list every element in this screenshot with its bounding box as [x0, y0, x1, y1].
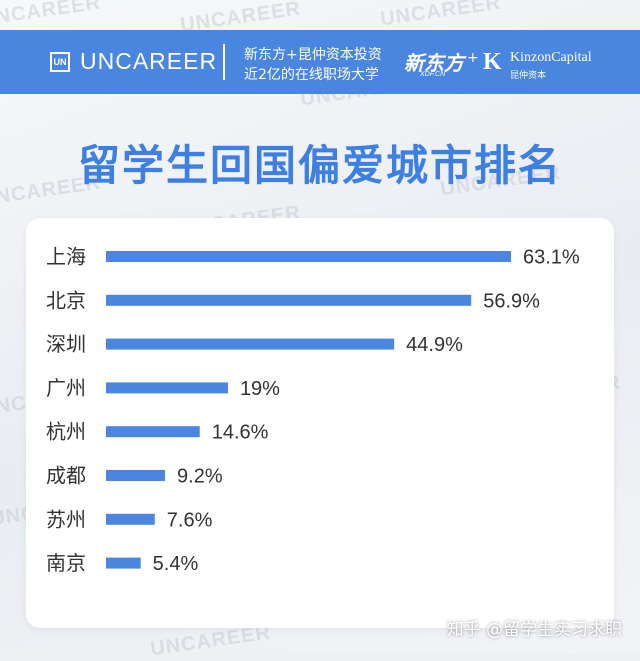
- category-label: 深圳: [46, 332, 86, 356]
- value-label: 63.1%: [523, 247, 580, 269]
- bar: [106, 338, 395, 350]
- bar: [106, 470, 166, 481]
- value-label: 56.9%: [483, 290, 540, 312]
- source-credit: 知乎 @留学生实习求职: [446, 620, 622, 640]
- bar: [106, 382, 228, 394]
- value-label: 9.2%: [177, 466, 223, 488]
- value-label: 44.9%: [406, 334, 463, 356]
- category-label: 成都: [46, 464, 86, 488]
- tagline-line2: 近2亿的在线职场大学: [244, 67, 379, 83]
- bar: [106, 426, 200, 438]
- category-label: 杭州: [46, 420, 86, 444]
- xdf-logo-sub: XDF.CN: [420, 71, 446, 78]
- tagline-line1: 新东方+昆仲资本投资: [244, 47, 382, 63]
- bar: [106, 294, 472, 306]
- value-label: 5.4%: [153, 553, 199, 575]
- plus-sign: +: [467, 50, 479, 66]
- header-divider: [223, 44, 225, 80]
- bar: [106, 251, 511, 262]
- bar: [106, 513, 155, 525]
- chart-card: 上海 63.1% 北京 56.9% 深圳 44.9% 广州 19% 杭州 14.6% 成都 9.2% 苏…: [26, 218, 614, 628]
- kinzon-k-icon: K: [483, 49, 502, 75]
- value-label: 14.6%: [212, 422, 269, 444]
- brand-name: UNCAREER: [80, 48, 218, 74]
- value-label: 7.6%: [167, 509, 213, 531]
- uncareer-logo-icon: UN: [50, 52, 70, 72]
- value-label: 19%: [240, 378, 280, 400]
- bar: [106, 557, 141, 569]
- kinzon-logo-cn: 昆仲资本: [510, 71, 547, 81]
- header-banner: UN UNCAREER 新东方+昆仲资本投资 近2亿的在线职场大学 新东方 XD…: [0, 30, 640, 94]
- category-label: 北京: [46, 288, 86, 312]
- category-label: 上海: [46, 245, 86, 269]
- chart-title: 留学生回国偏爱城市排名: [77, 141, 562, 190]
- kinzon-logo: KinzonCapital: [510, 50, 592, 65]
- category-label: 苏州: [46, 507, 86, 531]
- category-label: 南京: [46, 551, 86, 575]
- xdf-logo: 新东方: [404, 51, 464, 75]
- category-label: 广州: [46, 376, 86, 400]
- bar-chart: 上海 63.1% 北京 56.9% 深圳 44.9% 广州 19% 杭州 14.6% 成都 9.2% 苏…: [46, 245, 580, 576]
